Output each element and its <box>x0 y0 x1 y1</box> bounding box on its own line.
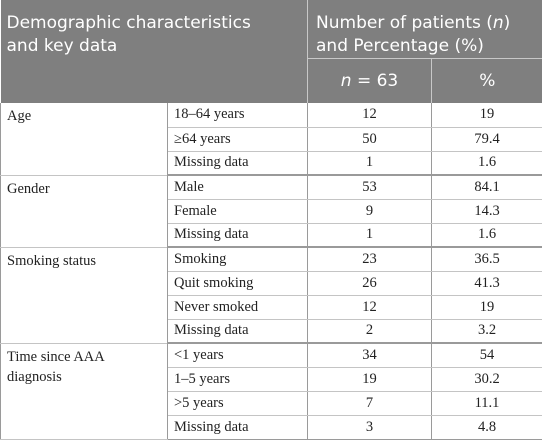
percent-cell: 79.4 <box>431 127 542 152</box>
table-body: Age 18–64 years 12 19 ≥64 years 50 79.4 Missing… <box>0 103 542 440</box>
percent-cell: 41.3 <box>431 271 542 296</box>
count-cell: 2 <box>307 319 433 344</box>
table-row: 1–5 years 19 30.2 <box>1 367 542 392</box>
table-row: Never smoked 12 19 <box>1 295 542 320</box>
table-header: Demographic characteristics and key data… <box>0 0 542 103</box>
label-cell: >5 years <box>167 391 309 416</box>
percent-cell: 30.2 <box>431 367 542 392</box>
percent-cell: 3.2 <box>431 319 542 344</box>
label-cell: Missing data <box>167 223 309 248</box>
category-cell: Age <box>0 103 168 176</box>
label-cell: Never smoked <box>167 295 309 320</box>
label-cell: Male <box>167 175 309 200</box>
percent-cell: 19 <box>431 103 542 128</box>
count-cell: 1 <box>307 151 433 176</box>
percent-cell: 19 <box>431 295 542 320</box>
percent-cell: 14.3 <box>431 199 542 224</box>
percent-cell: 11.1 <box>431 391 542 416</box>
table-row: Time since AAA diagnosis <1 years 34 54 <box>0 343 542 440</box>
table-row: Missing data 1 1.6 <box>1 223 542 248</box>
table-row: ≥64 years 50 79.4 <box>1 127 542 152</box>
label-cell: 1–5 years <box>167 367 309 392</box>
count-cell: 9 <box>307 199 433 224</box>
header-demographic-line2: and key data <box>6 36 118 56</box>
table-row: Quit smoking 26 41.3 <box>1 271 542 296</box>
header-number-line2: and Percentage (%) <box>316 36 484 56</box>
count-cell: 19 <box>307 367 433 392</box>
count-cell: 12 <box>307 295 433 320</box>
count-cell: 1 <box>307 223 433 248</box>
label-cell: 18–64 years <box>167 103 309 128</box>
header-number-line1: Number of patients (n) <box>316 12 542 35</box>
category-cell: Smoking status <box>0 247 168 344</box>
count-cell: 53 <box>307 175 433 200</box>
label-cell: Quit smoking <box>167 271 309 296</box>
percent-cell: 1.6 <box>431 223 542 248</box>
header-demographic-line1: Demographic characteristics <box>6 13 251 33</box>
count-cell: 26 <box>307 271 433 296</box>
label-cell: Female <box>167 199 309 224</box>
header-n-label: n <box>340 71 352 91</box>
label-cell: Missing data <box>167 151 309 176</box>
table-row: Female 9 14.3 <box>1 199 542 224</box>
header-number-close: ) <box>503 13 511 33</box>
header-number-patients: Number of patients (n) and Percentage (%… <box>307 0 542 59</box>
percent-cell: 54 <box>431 343 542 368</box>
header-demographic: Demographic characteristics and key data <box>0 0 309 103</box>
table-row: Missing data 1 1.6 <box>1 151 542 176</box>
percent-cell: 1.6 <box>431 151 542 176</box>
table-row: Smoking status Smoking 23 36.5 <box>0 247 542 344</box>
table-row: Gender Male 53 84.1 <box>0 175 542 248</box>
percent-cell: 36.5 <box>431 247 542 272</box>
label-cell: ≥64 years <box>167 127 309 152</box>
count-cell: 23 <box>307 247 433 272</box>
header-n-total: n = 63 <box>307 58 433 103</box>
table-row: >5 years 7 11.1 <box>1 391 542 416</box>
header-percent: % <box>431 58 542 103</box>
count-cell: 7 <box>307 391 433 416</box>
label-cell: Missing data <box>167 319 309 344</box>
label-cell: <1 years <box>167 343 309 368</box>
table-row: Missing data 2 3.2 <box>1 319 542 344</box>
percent-cell: 84.1 <box>431 175 542 200</box>
count-cell: 3 <box>307 415 433 440</box>
table-row: Missing data 3 4.8 <box>1 415 542 440</box>
header-number-n: n <box>492 13 504 33</box>
count-cell: 50 <box>307 127 433 152</box>
count-cell: 12 <box>307 103 433 128</box>
header-n-value: = 63 <box>351 71 399 91</box>
header-number-text: Number of patients ( <box>316 13 493 33</box>
category-cell: Gender <box>0 175 168 248</box>
percent-cell: 4.8 <box>431 415 542 440</box>
label-cell: Missing data <box>167 415 309 440</box>
table-row: Age 18–64 years 12 19 <box>0 103 542 176</box>
count-cell: 34 <box>307 343 433 368</box>
label-cell: Smoking <box>167 247 309 272</box>
category-cell: Time since AAA diagnosis <box>0 343 168 440</box>
